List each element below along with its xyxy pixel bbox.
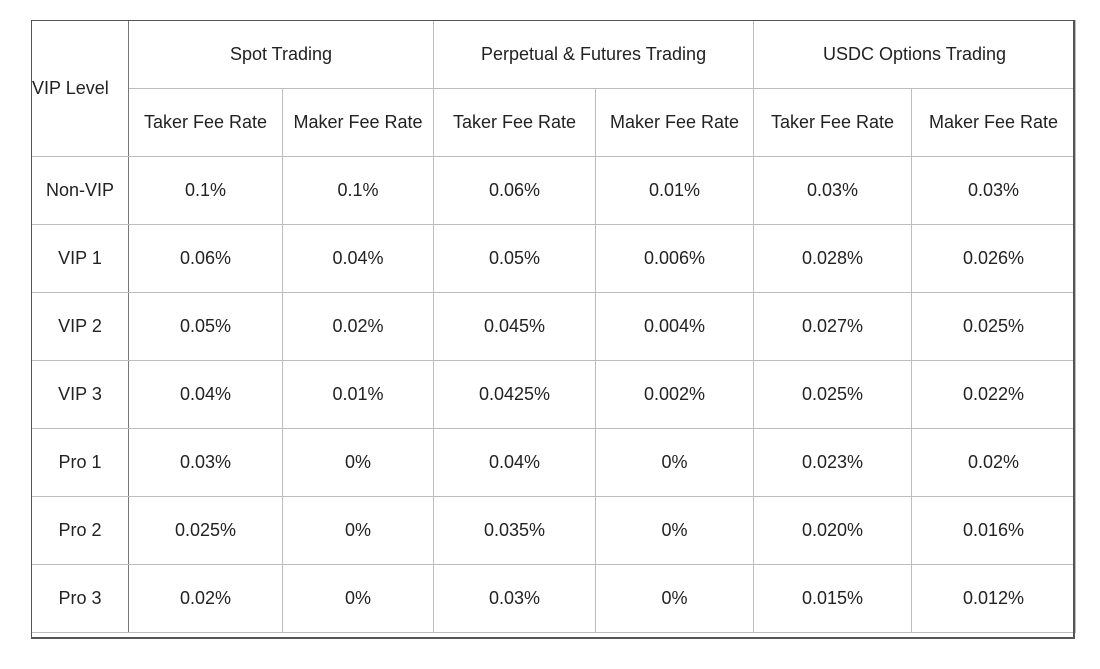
vip-level-cell: VIP 2 — [31, 292, 129, 361]
options-maker-cell: 0.025% — [911, 292, 1077, 361]
vip-level-cell: VIP 3 — [31, 360, 129, 429]
group-header-perpetual-futures: Perpetual & Futures Trading — [433, 20, 755, 89]
perp-maker-cell: 0.01% — [595, 156, 755, 225]
subheader-perp-maker: Maker Fee Rate — [595, 88, 755, 157]
options-maker-cell: 0.022% — [911, 360, 1077, 429]
vip-level-cell: VIP 1 — [31, 224, 129, 293]
spot-taker-cell: 0.03% — [128, 428, 283, 497]
options-taker-cell: 0.020% — [753, 496, 913, 565]
subheader-options-taker: Taker Fee Rate — [753, 88, 913, 157]
spot-maker-cell: 0.02% — [281, 292, 435, 361]
spot-taker-cell: 0.06% — [128, 224, 283, 293]
table-row: VIP 2 0.05% 0.02% 0.045% 0.004% 0.027% 0… — [31, 292, 1077, 361]
perp-maker-cell: 0.006% — [595, 224, 755, 293]
perp-taker-cell: 0.045% — [433, 292, 597, 361]
spot-taker-cell: 0.05% — [128, 292, 283, 361]
vip-level-header: VIP Level — [31, 20, 129, 157]
spot-taker-cell: 0.04% — [128, 360, 283, 429]
subheader-perp-taker: Taker Fee Rate — [433, 88, 597, 157]
fee-rate-table: VIP Level Spot Trading Perpetual & Futur… — [31, 20, 1077, 633]
options-taker-cell: 0.03% — [753, 156, 913, 225]
spot-maker-cell: 0.1% — [281, 156, 435, 225]
spot-maker-cell: 0% — [281, 496, 435, 565]
perp-maker-cell: 0.002% — [595, 360, 755, 429]
perp-taker-cell: 0.05% — [433, 224, 597, 293]
options-maker-cell: 0.016% — [911, 496, 1077, 565]
perp-taker-cell: 0.04% — [433, 428, 597, 497]
perp-maker-cell: 0% — [595, 428, 755, 497]
options-maker-cell: 0.026% — [911, 224, 1077, 293]
spot-maker-cell: 0.01% — [281, 360, 435, 429]
subheader-spot-maker: Maker Fee Rate — [281, 88, 435, 157]
vip-level-cell: Pro 2 — [31, 496, 129, 565]
options-taker-cell: 0.028% — [753, 224, 913, 293]
options-taker-cell: 0.015% — [753, 564, 913, 633]
options-maker-cell: 0.012% — [911, 564, 1077, 633]
perp-taker-cell: 0.0425% — [433, 360, 597, 429]
table-row: VIP 3 0.04% 0.01% 0.0425% 0.002% 0.025% … — [31, 360, 1077, 429]
group-header-spot: Spot Trading — [127, 20, 435, 89]
perp-maker-cell: 0.004% — [595, 292, 755, 361]
spot-taker-cell: 0.02% — [128, 564, 283, 633]
perp-taker-cell: 0.035% — [433, 496, 597, 565]
table-row: Pro 3 0.02% 0% 0.03% 0% 0.015% 0.012% — [31, 564, 1077, 633]
perp-maker-cell: 0% — [595, 496, 755, 565]
subheader-spot-taker: Taker Fee Rate — [128, 88, 283, 157]
vip-level-cell: Pro 1 — [31, 428, 129, 497]
options-taker-cell: 0.027% — [753, 292, 913, 361]
header-row-subheaders: Taker Fee Rate Maker Fee Rate Taker Fee … — [32, 88, 1077, 157]
subheader-options-maker: Maker Fee Rate — [911, 88, 1077, 157]
options-maker-cell: 0.02% — [911, 428, 1077, 497]
vip-level-cell: Pro 3 — [31, 564, 129, 633]
group-header-usdc-options: USDC Options Trading — [753, 20, 1077, 89]
table-row: Non-VIP 0.1% 0.1% 0.06% 0.01% 0.03% 0.03… — [31, 156, 1077, 225]
vip-level-cell: Non-VIP — [31, 156, 129, 225]
spot-taker-cell: 0.025% — [128, 496, 283, 565]
spot-taker-cell: 0.1% — [128, 156, 283, 225]
perp-taker-cell: 0.06% — [433, 156, 597, 225]
spot-maker-cell: 0% — [281, 428, 435, 497]
table-row: Pro 1 0.03% 0% 0.04% 0% 0.023% 0.02% — [31, 428, 1077, 497]
options-taker-cell: 0.023% — [753, 428, 913, 497]
options-maker-cell: 0.03% — [911, 156, 1077, 225]
table-row: Pro 2 0.025% 0% 0.035% 0% 0.020% 0.016% — [31, 496, 1077, 565]
options-taker-cell: 0.025% — [753, 360, 913, 429]
perp-taker-cell: 0.03% — [433, 564, 597, 633]
spot-maker-cell: 0% — [281, 564, 435, 633]
header-row-groups: VIP Level Spot Trading Perpetual & Futur… — [31, 20, 1077, 157]
spot-maker-cell: 0.04% — [281, 224, 435, 293]
table-row: VIP 1 0.06% 0.04% 0.05% 0.006% 0.028% 0.… — [31, 224, 1077, 293]
perp-maker-cell: 0% — [595, 564, 755, 633]
